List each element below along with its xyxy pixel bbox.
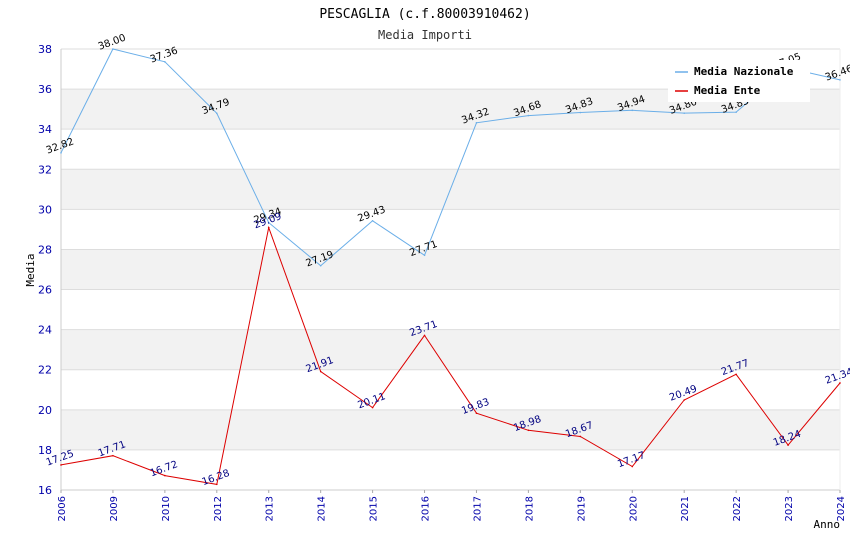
data-point xyxy=(112,454,114,457)
x-axis-label: Anno xyxy=(814,518,841,531)
data-point xyxy=(319,264,322,267)
x-tick-label: 2019 xyxy=(576,496,587,521)
series-line-media-nazionale xyxy=(60,48,841,267)
data-point xyxy=(839,382,841,384)
data-point xyxy=(423,254,426,257)
data-point xyxy=(216,112,218,115)
x-tick-label: 2016 xyxy=(421,496,432,521)
x-tick-label: 2023 xyxy=(784,496,795,521)
y-tick-label: 20 xyxy=(38,404,52,417)
x-tick-label: 2014 xyxy=(317,496,328,521)
data-point xyxy=(683,399,685,401)
chart-subtitle: Media Importi xyxy=(378,28,472,42)
y-axis-label: Media xyxy=(24,253,37,286)
data-point xyxy=(475,121,478,124)
legend-background xyxy=(668,60,810,102)
y-tick-label: 36 xyxy=(38,83,52,96)
grid-band xyxy=(61,329,840,370)
x-tick-label: 2013 xyxy=(265,496,276,521)
data-point xyxy=(631,109,634,112)
x-tick-label: 2015 xyxy=(369,496,380,521)
data-label: 17.17 xyxy=(616,450,647,470)
data-point xyxy=(164,61,166,63)
data-point xyxy=(735,373,737,376)
grid-bands xyxy=(61,89,840,450)
data-point xyxy=(319,370,322,373)
y-tick-label: 26 xyxy=(38,284,52,297)
x-tick-label: 2021 xyxy=(680,496,691,521)
data-point xyxy=(60,464,62,466)
y-tick-label: 38 xyxy=(38,43,52,56)
data-point xyxy=(267,226,270,229)
data-point xyxy=(371,219,374,222)
grid-lines xyxy=(61,48,840,491)
grid-band xyxy=(61,249,840,290)
x-tick-label: 2017 xyxy=(472,496,483,521)
data-point xyxy=(527,114,530,117)
data-point xyxy=(839,79,841,81)
y-tick-label: 30 xyxy=(38,203,52,216)
data-point xyxy=(60,152,62,154)
chart-title: PESCAGLIA (c.f.80003910462) xyxy=(319,7,530,22)
y-tick-label: 34 xyxy=(38,123,52,136)
data-point xyxy=(579,435,582,438)
x-tick-label: 2010 xyxy=(161,496,172,521)
legend-label-media-nazionale: Media Nazionale xyxy=(694,65,794,78)
axes xyxy=(60,49,841,491)
data-point xyxy=(112,48,114,50)
data-point xyxy=(371,406,374,409)
data-point xyxy=(475,412,478,415)
x-tick-label: 2006 xyxy=(57,496,68,521)
data-point xyxy=(527,429,530,432)
y-tick-label: 16 xyxy=(38,484,52,497)
y-tick-label: 18 xyxy=(38,444,52,457)
y-tick-label: 24 xyxy=(38,324,52,337)
data-point xyxy=(423,334,426,337)
data-label: 16.28 xyxy=(201,468,232,488)
data-point xyxy=(216,483,218,486)
data-point xyxy=(579,111,582,114)
series-line-media-ente xyxy=(60,225,841,485)
y-tick-label: 32 xyxy=(38,163,52,176)
legend-label-media-ente: Media Ente xyxy=(694,84,761,97)
data-point xyxy=(787,444,789,446)
x-tick-label: 2018 xyxy=(524,496,535,521)
x-tick-label: 2020 xyxy=(628,496,639,521)
data-label: 36.46 xyxy=(824,63,850,83)
data-point xyxy=(683,112,685,114)
data-label: 16.72 xyxy=(149,459,180,479)
data-point xyxy=(735,111,737,113)
data-label: 20.11 xyxy=(356,391,387,411)
y-axis-ticks: 16 18 20 22 24 26 28 30 32 34 36 38 xyxy=(38,43,52,497)
series-layer xyxy=(60,48,841,486)
legend: Media Nazionale Media Ente xyxy=(668,60,810,102)
data-label: 37.36 xyxy=(149,45,180,65)
x-tick-label: 2022 xyxy=(732,496,743,521)
y-tick-label: 28 xyxy=(38,243,52,256)
x-tick-label: 2024 xyxy=(836,496,847,521)
data-label: 32.82 xyxy=(45,136,76,156)
data-point xyxy=(267,221,270,224)
x-axis-ticks: 2006 2009 2010 2012 2013 2014 2015 2016 2017 2018… xyxy=(57,490,847,521)
x-tick-label: 2009 xyxy=(109,496,120,521)
y-tick-label: 22 xyxy=(38,364,52,377)
data-point xyxy=(631,465,634,468)
grid-band xyxy=(61,409,840,450)
data-point xyxy=(164,474,166,477)
x-tick-label: 2012 xyxy=(213,496,224,521)
